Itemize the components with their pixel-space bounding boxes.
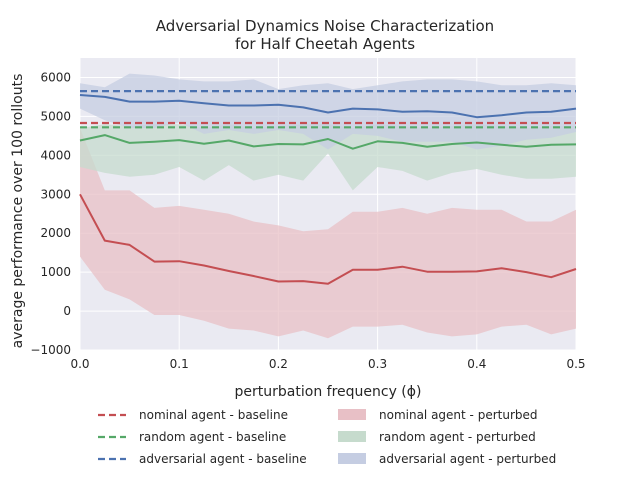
y-tick-label: 5000 xyxy=(40,109,71,123)
x-tick-labels: 0.0 0.1 0.2 0.3 0.4 0.5 xyxy=(70,357,585,371)
legend-label: random agent - baseline xyxy=(139,430,286,444)
band-1 xyxy=(80,128,576,339)
legend-swatch xyxy=(338,431,366,442)
legend-label: nominal agent - baseline xyxy=(139,408,288,422)
mean-line-2 xyxy=(79,134,577,150)
legend-label: adversarial agent - perturbed xyxy=(379,452,556,466)
legend-label: nominal agent - perturbed xyxy=(379,408,538,422)
x-tick-label: 0.2 xyxy=(269,357,288,371)
y-tick-label: −1000 xyxy=(30,343,71,357)
chart-subtitle: for Half Cheetah Agents xyxy=(235,35,415,53)
y-tick-label: 3000 xyxy=(40,187,71,201)
x-tick-label: 0.1 xyxy=(170,357,189,371)
x-tick-label: 0.3 xyxy=(368,357,387,371)
x-tick-label: 0.0 xyxy=(70,357,89,371)
legend-label: random agent - perturbed xyxy=(379,430,536,444)
legend-swatch xyxy=(338,409,366,420)
baseline-lines xyxy=(80,89,576,129)
x-axis-label: perturbation frequency (ϕ) xyxy=(235,384,422,400)
chart-title: Adversarial Dynamics Noise Characterizat… xyxy=(156,17,494,35)
mean-line-1 xyxy=(79,193,577,285)
x-tick-label: 0.5 xyxy=(566,357,585,371)
legend: nominal agent - baseline nominal agent - … xyxy=(98,408,556,466)
y-tick-label: 4000 xyxy=(40,148,71,162)
y-tick-label: 6000 xyxy=(40,70,71,84)
series-lines xyxy=(79,94,577,285)
y-tick-labels: −1000 0 1000 2000 3000 4000 5000 6000 xyxy=(30,70,71,357)
confidence-bands xyxy=(80,73,576,339)
mean-line-3 xyxy=(79,94,577,119)
x-tick-label: 0.4 xyxy=(467,357,486,371)
y-tick-label: 1000 xyxy=(40,265,71,279)
legend-swatch xyxy=(338,453,366,464)
y-axis-label: average performance over 100 rollouts xyxy=(10,74,26,349)
legend-label: adversarial agent - baseline xyxy=(139,452,307,466)
y-tick-label: 2000 xyxy=(40,226,71,240)
y-tick-label: 0 xyxy=(63,304,71,318)
